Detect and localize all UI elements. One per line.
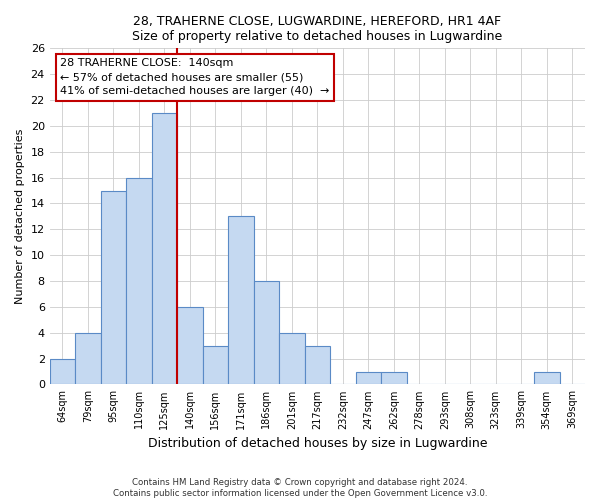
Text: 28 TRAHERNE CLOSE:  140sqm
← 57% of detached houses are smaller (55)
41% of semi: 28 TRAHERNE CLOSE: 140sqm ← 57% of detac… [61,58,330,96]
Bar [152,113,177,384]
Bar [101,190,126,384]
Bar [203,346,228,385]
Bar [177,307,203,384]
Bar [279,332,305,384]
Text: Contains HM Land Registry data © Crown copyright and database right 2024.
Contai: Contains HM Land Registry data © Crown c… [113,478,487,498]
Bar [126,178,152,384]
Bar [381,372,407,384]
Bar [534,372,560,384]
Bar [75,332,101,384]
Bar [356,372,381,384]
Bar [50,358,75,384]
X-axis label: Distribution of detached houses by size in Lugwardine: Distribution of detached houses by size … [148,437,487,450]
Bar [305,346,330,385]
Y-axis label: Number of detached properties: Number of detached properties [15,128,25,304]
Bar [254,281,279,384]
Bar [228,216,254,384]
Title: 28, TRAHERNE CLOSE, LUGWARDINE, HEREFORD, HR1 4AF
Size of property relative to d: 28, TRAHERNE CLOSE, LUGWARDINE, HEREFORD… [132,15,502,43]
